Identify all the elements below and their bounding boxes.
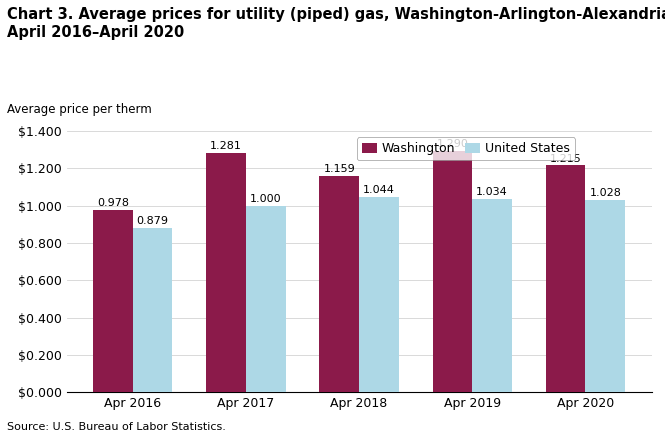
Bar <box>472 199 512 392</box>
Bar <box>206 153 246 392</box>
Text: April 2016–April 2020: April 2016–April 2020 <box>7 25 184 40</box>
Text: 1.034: 1.034 <box>476 187 508 198</box>
Bar <box>359 198 399 392</box>
Bar <box>93 210 133 392</box>
Text: 1.159: 1.159 <box>323 164 355 174</box>
Text: 1.028: 1.028 <box>589 188 621 198</box>
Bar <box>585 200 625 392</box>
Bar <box>546 165 585 392</box>
Bar <box>433 151 472 392</box>
Text: 0.978: 0.978 <box>97 198 129 208</box>
Text: 1.290: 1.290 <box>436 140 468 150</box>
Text: 1.215: 1.215 <box>550 153 582 164</box>
Bar <box>246 205 285 392</box>
Text: Source: U.S. Bureau of Labor Statistics.: Source: U.S. Bureau of Labor Statistics. <box>7 422 225 432</box>
Text: 1.000: 1.000 <box>250 194 281 204</box>
Legend: Washington, United States: Washington, United States <box>357 137 575 160</box>
Text: Chart 3. Average prices for utility (piped) gas, Washington-Arlington-Alexandria: Chart 3. Average prices for utility (pip… <box>7 7 665 21</box>
Text: Average price per therm: Average price per therm <box>7 102 152 116</box>
Bar <box>319 176 359 392</box>
Text: 1.281: 1.281 <box>210 141 242 151</box>
Text: 0.879: 0.879 <box>136 216 168 226</box>
Bar <box>133 228 172 392</box>
Text: 1.044: 1.044 <box>363 185 395 195</box>
